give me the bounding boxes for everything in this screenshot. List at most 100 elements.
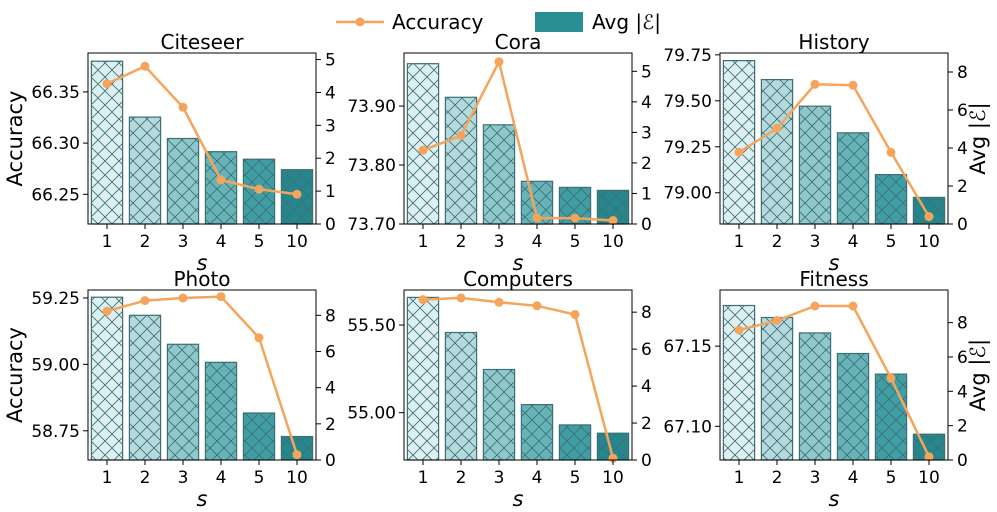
y-tick-label-left: 55.50 [347, 316, 396, 336]
bar-avg-edges [798, 105, 832, 225]
plot-frame [403, 289, 633, 461]
accuracy-point [772, 316, 782, 325]
accuracy-point [456, 131, 466, 141]
y-tick-label-right: 5 [641, 62, 652, 82]
y-axis-label-right: Avg |ℰ| [966, 339, 991, 411]
x-tick-label: 4 [216, 468, 227, 488]
y-tick-label-right: 4 [957, 382, 968, 402]
subplot-title: Computers [463, 267, 573, 291]
y-tick-label-left: 79.25 [663, 138, 712, 158]
bar-avg-edges [444, 331, 478, 461]
accuracy-point [140, 296, 150, 306]
x-tick-label: 5 [254, 232, 265, 252]
x-tick-label: 1 [418, 232, 429, 252]
y-tick-label-right: 2 [957, 417, 968, 437]
y-tick-label-left: 73.70 [347, 215, 396, 235]
subplot-photo: 1 2 3 4 5 10 58.75 59.00 59.25 0 2 4 6 8 Photo s Accurac… [3, 267, 336, 511]
bar-avg-edges [204, 151, 238, 225]
subplot-history: 1 2 3 4 5 10 79.00 79.25 79.50 79.75 0 2 4 6 8 History s… [663, 30, 991, 275]
subplot-title: Citeseer [161, 30, 245, 54]
subplot-citeseer: 1 2 3 4 5 10 66.25 66.30 66.35 0 1 2 3 4 5 Citeseer s Acc… [3, 30, 336, 275]
legend-accuracy-marker [355, 17, 365, 27]
x-tick-label: 5 [570, 232, 581, 252]
x-axis-label: s [513, 251, 524, 275]
accuracy-point [848, 80, 858, 90]
subplot-fitness: 1 2 3 4 5 10 67.10 67.15 0 2 4 6 8 Fitness s Avg |ℰ| [663, 267, 991, 511]
bar-avg-edges [242, 412, 276, 461]
x-tick-label: 5 [570, 468, 581, 488]
accuracy-point [216, 175, 226, 185]
x-tick-label: 10 [602, 232, 624, 252]
x-tick-label: 2 [140, 468, 151, 488]
bar-avg-edges [760, 316, 794, 461]
y-tick-label-right: 0 [325, 215, 336, 235]
accuracy-point [772, 123, 782, 133]
accuracy-point [570, 310, 580, 319]
accuracy-point [418, 295, 428, 305]
y-tick-label-right: 4 [957, 139, 968, 159]
y-tick-label-left: 79.50 [663, 92, 712, 112]
y-tick-label-left: 79.75 [663, 46, 712, 66]
x-tick-label: 4 [216, 232, 227, 252]
y-tick-label-left: 67.10 [663, 417, 712, 437]
x-tick-label: 2 [456, 468, 467, 488]
bar-avg-edges [520, 404, 554, 461]
accuracy-point [178, 293, 188, 303]
y-tick-label-right: 2 [641, 414, 652, 434]
x-tick-label: 10 [602, 468, 624, 488]
x-tick-label: 2 [456, 232, 467, 252]
x-tick-label: 1 [102, 232, 113, 252]
bar-avg-edges [166, 343, 200, 461]
bar-avg-edges [90, 296, 124, 461]
subplot-cora: 1 2 3 4 5 10 73.70 73.80 73.90 0 1 2 3 4 5 Cora s [347, 30, 652, 275]
y-tick-label-left: 73.80 [347, 156, 396, 176]
y-tick-label-right: 3 [325, 116, 336, 136]
y-tick-label-right: 1 [325, 182, 336, 202]
accuracy-point [140, 61, 150, 71]
accuracy-point [608, 216, 618, 225]
accuracy-point [418, 145, 428, 155]
bar-avg-edges [90, 60, 124, 225]
accuracy-line [106, 64, 298, 196]
accuracy-point [734, 325, 744, 335]
y-tick-label-right: 6 [641, 340, 652, 360]
x-tick-label: 2 [772, 468, 783, 488]
x-tick-label: 3 [810, 468, 821, 488]
accuracy-point [102, 79, 112, 89]
x-tick-label: 3 [494, 232, 505, 252]
accuracy-point [456, 293, 466, 303]
plot-frame [719, 52, 949, 225]
y-tick-label-right: 8 [957, 314, 968, 334]
bar-avg-edges [836, 132, 870, 225]
x-tick-label: 5 [886, 232, 897, 252]
y-tick-label-right: 8 [957, 63, 968, 83]
accuracy-point [254, 184, 264, 194]
y-tick-label-right: 5 [325, 51, 336, 71]
y-tick-label-right: 0 [641, 451, 652, 471]
y-tick-label-right: 2 [641, 154, 652, 174]
y-tick-label-right: 4 [641, 93, 652, 113]
x-tick-label: 1 [418, 468, 429, 488]
y-tick-label-left: 55.00 [347, 404, 396, 424]
y-axis-label-left: Accuracy [3, 91, 27, 187]
accuracy-point [532, 213, 542, 223]
y-tick-label-right: 2 [325, 415, 336, 435]
x-tick-label: 10 [918, 232, 940, 252]
bar-avg-edges [406, 63, 440, 225]
accuracy-point [810, 79, 820, 89]
bar-avg-edges [204, 361, 238, 461]
legend: Accuracy Avg |ℰ| [336, 10, 661, 34]
x-tick-label: 10 [918, 468, 940, 488]
y-axis-label-left: Accuracy [3, 327, 27, 423]
accuracy-point [886, 373, 896, 383]
x-tick-label: 4 [532, 468, 543, 488]
y-tick-label-left: 67.15 [663, 337, 712, 357]
bar-avg-edges [558, 424, 592, 461]
plot-frame [87, 289, 317, 461]
legend-edges-swatch [535, 12, 583, 32]
y-tick-label-right: 4 [325, 83, 336, 103]
x-tick-label: 10 [286, 468, 308, 488]
plot-frame [403, 52, 633, 225]
y-tick-label-right: 8 [641, 303, 652, 323]
x-tick-label: 1 [734, 232, 745, 252]
